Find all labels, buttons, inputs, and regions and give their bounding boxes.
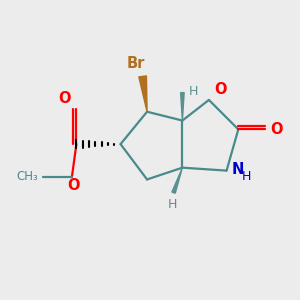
Text: Br: Br <box>127 56 145 71</box>
Text: H: H <box>242 170 251 183</box>
Polygon shape <box>139 76 147 112</box>
Text: H: H <box>167 198 177 211</box>
Polygon shape <box>172 168 182 193</box>
Text: N: N <box>232 162 244 177</box>
Text: O: O <box>67 178 80 193</box>
Polygon shape <box>181 93 184 121</box>
Text: O: O <box>58 92 71 106</box>
Text: O: O <box>214 82 227 97</box>
Text: CH₃: CH₃ <box>16 170 38 183</box>
Text: O: O <box>270 122 283 137</box>
Text: H: H <box>189 85 198 98</box>
